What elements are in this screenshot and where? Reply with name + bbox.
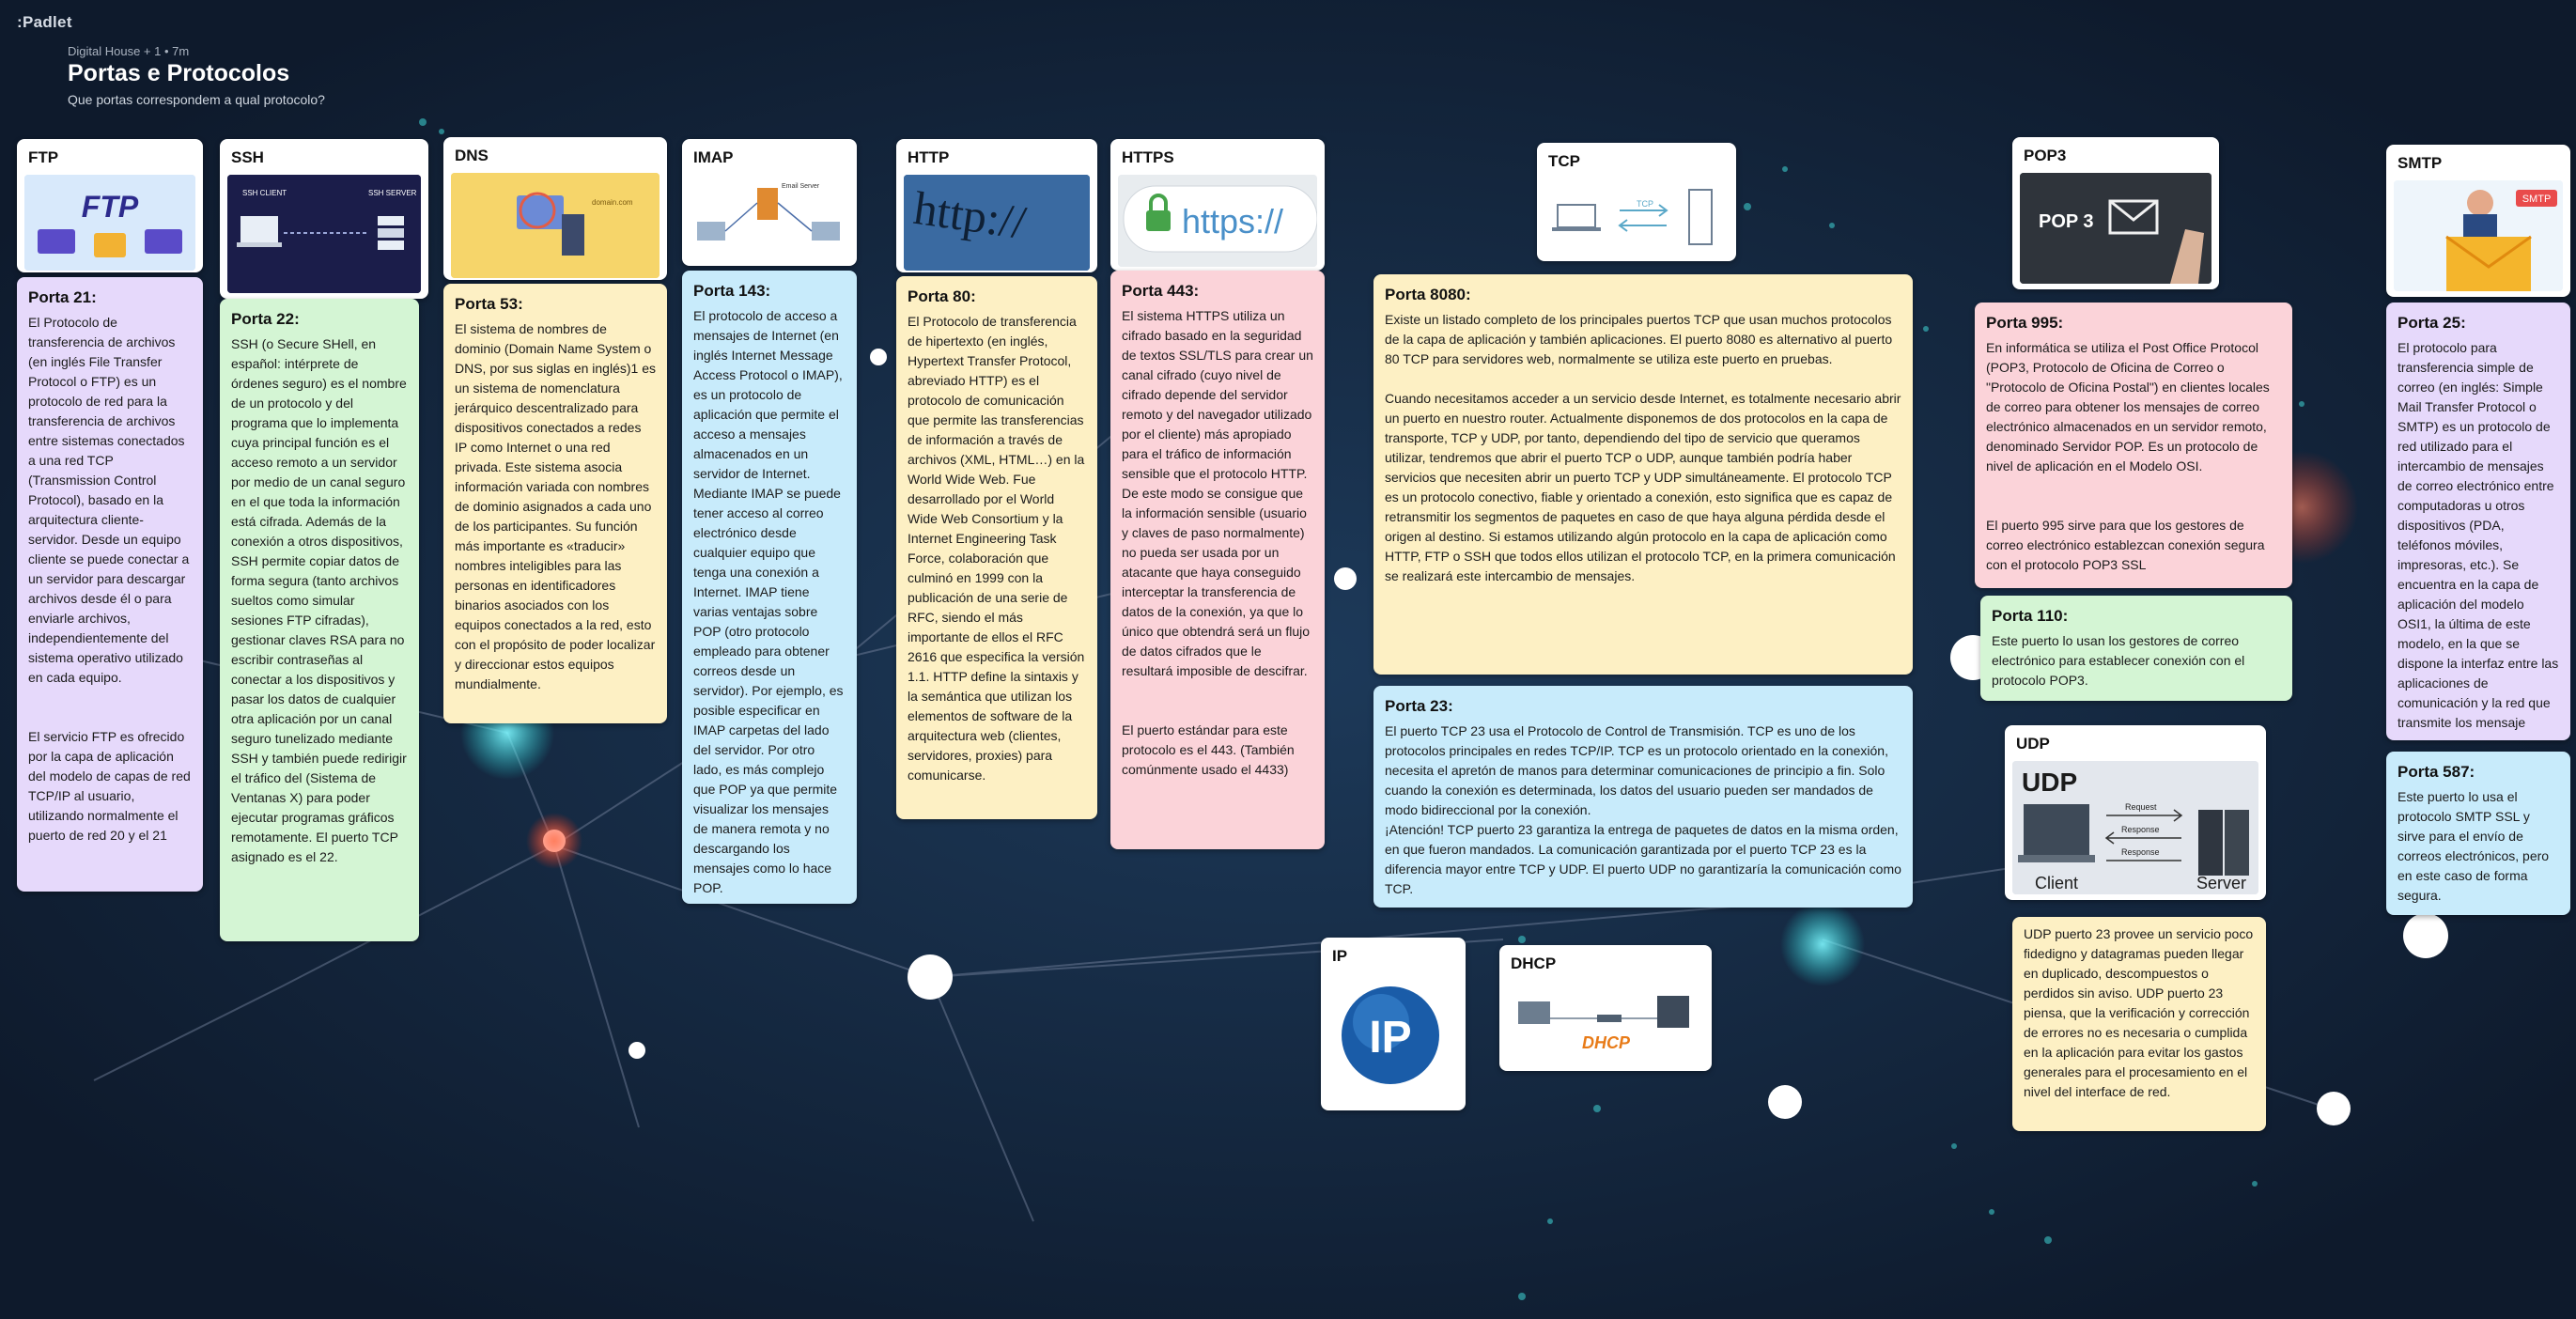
card-title: Porta 23: <box>1385 697 1453 715</box>
card-title: Porta 143: <box>693 282 771 300</box>
card-body: El protocolo de acceso a mensajes de Int… <box>693 308 844 895</box>
card-pop3-110[interactable]: Porta 110: Este puerto lo usan los gesto… <box>1980 596 2292 701</box>
dhcp-image: DHCP <box>1507 981 1704 1065</box>
card-smtp-587[interactable]: Porta 587: Este puerto lo usa el protoco… <box>2386 752 2570 915</box>
card-body: UDP puerto 23 provee un servicio poco fi… <box>2024 926 2254 1099</box>
card-title: DNS <box>455 147 489 164</box>
page-subtitle: Que portas correspondem a qual protocolo… <box>68 92 325 107</box>
card-body: Este puerto lo usan los gestores de corr… <box>1992 633 2245 688</box>
card-http[interactable]: HTTP http:// <box>896 139 1097 272</box>
https-image: https:// <box>1118 175 1317 267</box>
imap-image-text: Email Server <box>782 183 820 190</box>
card-tcp-23[interactable]: Porta 23: El puerto TCP 23 usa el Protoc… <box>1373 686 1913 908</box>
card-title: SMTP <box>2398 154 2443 172</box>
card-pop3-995[interactable]: Porta 995: En informática se utiliza el … <box>1975 303 2292 588</box>
card-body: Existe un listado completo de los princi… <box>1385 312 1901 583</box>
udp-client-label: Client <box>2035 874 2078 892</box>
card-body: El sistema de nombres de dominio (Domain… <box>455 321 656 691</box>
card-body: El Protocolo de transferencia de archivo… <box>28 315 191 843</box>
card-title: HTTP <box>908 148 950 166</box>
pop3-image-text: POP 3 <box>2039 211 2094 232</box>
card-title: Porta 110: <box>1992 607 2069 625</box>
card-ssh[interactable]: SSH SSH CLIENT SSH SERVER <box>220 139 428 299</box>
ssh-server-label: SSH SERVER <box>368 189 417 197</box>
ssh-image: SSH CLIENT SSH SERVER <box>227 175 421 293</box>
card-body: El Protocolo de transferencia de hiperte… <box>908 314 1085 783</box>
card-title: POP3 <box>2024 147 2067 164</box>
card-title: Porta 8080: <box>1385 286 1471 303</box>
card-body: Este puerto lo usa el protocolo SMTP SSL… <box>2398 789 2550 903</box>
card-https[interactable]: HTTPS https:// <box>1110 139 1325 271</box>
udp-response-label: Response <box>2121 825 2160 834</box>
card-title: Porta 587: <box>2398 763 2475 781</box>
card-ssh-22[interactable]: Porta 22: SSH (o Secure SHell, en españo… <box>220 299 419 941</box>
card-https-443[interactable]: Porta 443: El sistema HTTPS utiliza un c… <box>1110 271 1325 849</box>
card-body: SSH (o Secure SHell, en español: intérpr… <box>231 336 407 864</box>
tcp-image-text: TCP <box>1637 199 1653 209</box>
breadcrumb: Digital House + 1 • 7m <box>68 44 190 58</box>
padlet-logo[interactable]: :Padlet <box>17 13 72 31</box>
card-http-80[interactable]: Porta 80: El Protocolo de transferencia … <box>896 276 1097 819</box>
card-title: UDP <box>2016 735 2050 753</box>
card-title: SSH <box>231 148 264 166</box>
pop3-image: POP 3 <box>2020 173 2211 284</box>
udp-request-label: Request <box>2125 802 2157 812</box>
dhcp-image-text: DHCP <box>1582 1033 1631 1052</box>
card-title: Porta 53: <box>455 295 523 313</box>
https-image-text: https:// <box>1182 202 1283 241</box>
card-title: TCP <box>1548 152 1580 170</box>
card-body: En informática se utiliza el Post Office… <box>1986 340 2270 572</box>
card-title: Porta 80: <box>908 287 976 305</box>
udp-image: UDP Request Response Response Client Ser… <box>2012 761 2258 894</box>
card-title: IP <box>1332 947 1348 965</box>
ftp-image: FTP <box>24 175 195 271</box>
page-title: Portas e Protocolos <box>68 60 290 86</box>
udp-response-label: Response <box>2121 847 2160 857</box>
dns-image: domain.com <box>451 173 660 278</box>
ftp-image-text: FTP <box>82 190 139 224</box>
card-ftp[interactable]: FTP FTP <box>17 139 203 272</box>
card-smtp-25[interactable]: Porta 25: El protocolo para transferenci… <box>2386 303 2570 740</box>
card-body: El sistema HTTPS utiliza un cifrado basa… <box>1122 308 1313 777</box>
udp-server-label: Server <box>2196 874 2246 892</box>
tcp-image: TCP <box>1544 178 1729 257</box>
ip-image-text: IP <box>1369 1013 1411 1063</box>
card-imap[interactable]: IMAP Email Server <box>682 139 857 266</box>
card-body: El protocolo para transferencia simple d… <box>2398 340 2559 730</box>
card-title: Porta 21: <box>28 288 97 306</box>
card-udp-23[interactable]: UDP puerto 23 provee un servicio poco fi… <box>2012 917 2266 1131</box>
smtp-image-text: SMTP <box>2522 194 2552 205</box>
card-dhcp[interactable]: DHCP DHCP <box>1499 945 1712 1071</box>
card-tcp-8080[interactable]: Porta 8080: Existe un listado completo d… <box>1373 274 1913 675</box>
card-title: IMAP <box>693 148 734 166</box>
card-pop3[interactable]: POP3 POP 3 <box>2012 137 2219 289</box>
imap-image: Email Server <box>690 175 849 261</box>
card-title: FTP <box>28 148 59 166</box>
card-title: Porta 25: <box>2398 314 2466 332</box>
card-title: Porta 995: <box>1986 314 2064 332</box>
card-title: Porta 22: <box>231 310 300 328</box>
card-udp[interactable]: UDP UDP Request Response Response Client… <box>2005 725 2266 900</box>
card-smtp[interactable]: SMTP SMTP <box>2386 145 2570 297</box>
card-tcp[interactable]: TCP TCP <box>1537 143 1736 261</box>
card-title: Porta 443: <box>1122 282 1200 300</box>
card-ftp-21[interactable]: Porta 21: El Protocolo de transferencia … <box>17 277 203 892</box>
card-dns-53[interactable]: Porta 53: El sistema de nombres de domin… <box>443 284 667 723</box>
udp-image-text: UDP <box>2022 768 2077 797</box>
http-image: http:// <box>904 175 1090 271</box>
smtp-image: SMTP <box>2394 180 2563 291</box>
card-imap-143[interactable]: Porta 143: El protocolo de acceso a mens… <box>682 271 857 904</box>
ssh-client-label: SSH CLIENT <box>242 189 287 197</box>
dns-image-text: domain.com <box>592 198 633 207</box>
ip-image: IP <box>1328 973 1458 1103</box>
card-dns[interactable]: DNS domain.com <box>443 137 667 280</box>
card-body: El puerto TCP 23 usa el Protocolo de Con… <box>1385 723 1901 896</box>
card-title: DHCP <box>1511 954 1557 972</box>
card-ip[interactable]: IP IP <box>1321 938 1466 1110</box>
card-title: HTTPS <box>1122 148 1174 166</box>
